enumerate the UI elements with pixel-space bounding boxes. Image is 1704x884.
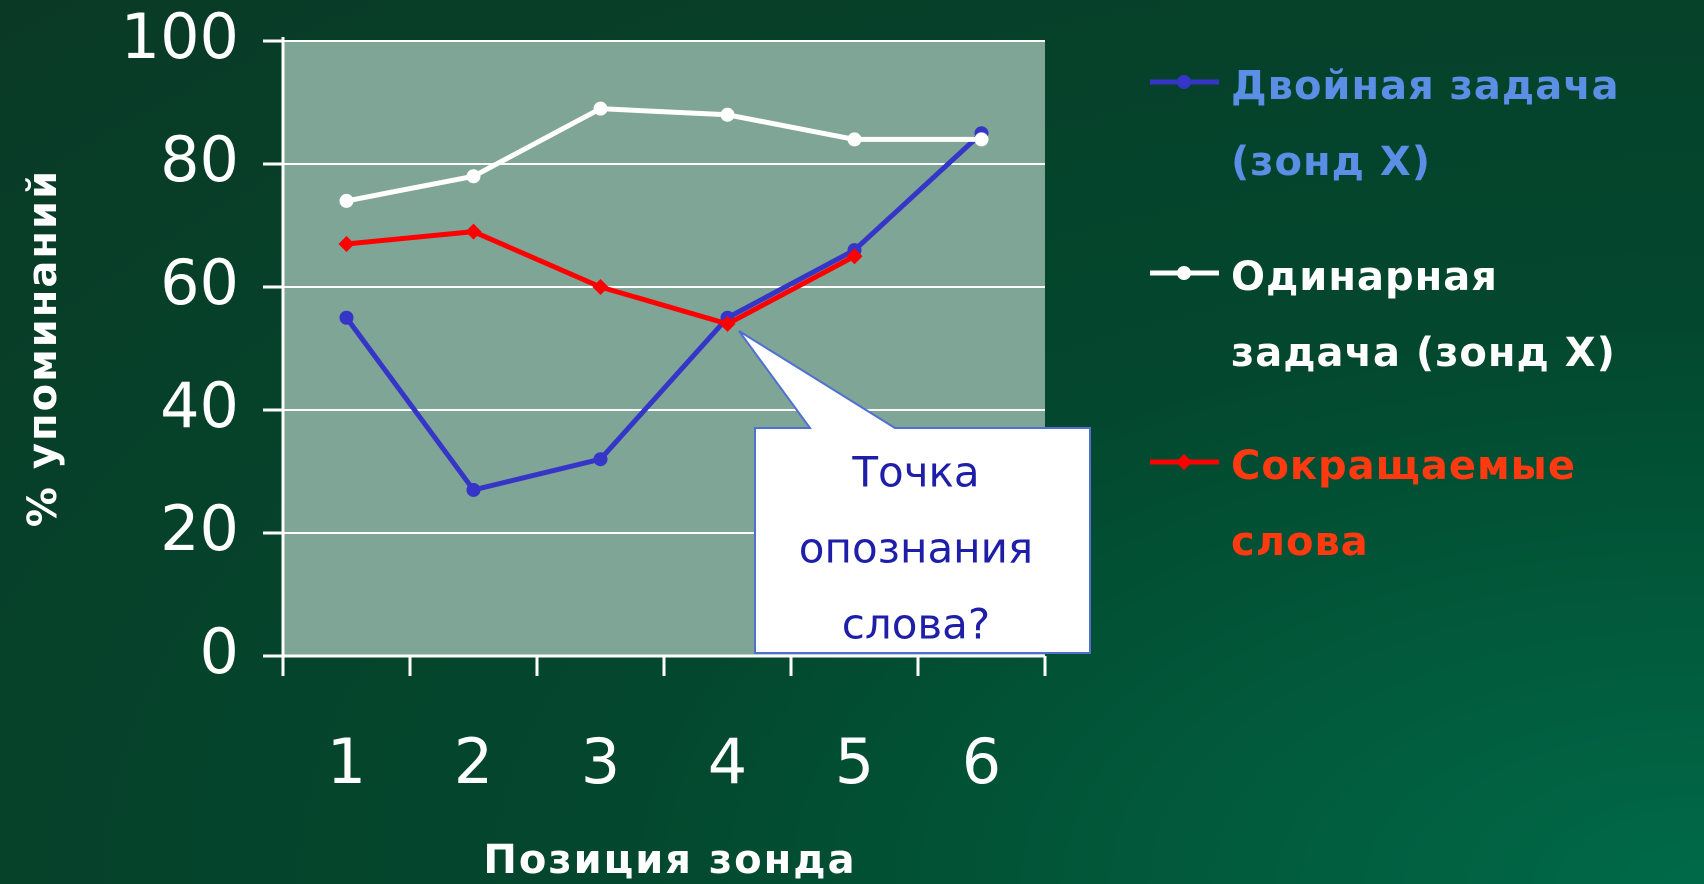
marker [593,101,608,116]
y-tick-label: 100 [121,0,239,73]
marker [465,223,482,240]
legend-label: Двойная задача (зонд X) [1231,63,1620,185]
annotation: слова? [842,600,990,649]
marker [593,452,608,467]
series [338,223,863,332]
x-tick-label: 2 [454,725,493,798]
marker [466,482,481,497]
marker [339,310,354,325]
x-axis-label: Позиция зонда [483,837,856,883]
callout [738,330,1091,654]
x-tick-label: 3 [581,725,620,798]
marker [720,107,735,122]
legend-label: Сокращаемые слова [1231,443,1576,565]
y-tick-label: 40 [160,369,239,442]
y-tick-label: 0 [200,615,239,688]
series [339,101,989,208]
x-tick-label: 5 [835,725,874,798]
x-tick-label: 6 [962,725,1001,798]
y-tick-label: 20 [160,492,239,565]
annotation: Точка [851,448,979,497]
y-axis-label: % упоминаний [20,169,66,527]
legend-label: Одинарная задача (зонд X) [1231,254,1616,376]
y-tick-label: 80 [160,123,239,196]
marker [466,169,481,184]
marker [592,279,609,295]
x-tick-label: 4 [708,725,747,798]
line [344,131,984,493]
marker [1177,266,1191,280]
x-tick-label: 1 [327,725,366,798]
line [346,106,982,204]
y-tick-label: 60 [160,246,239,319]
marker [1176,454,1192,470]
annotation: опознания [799,524,1033,573]
marker [1177,75,1191,89]
marker [339,193,354,208]
marker [846,248,863,265]
marker [719,315,736,332]
marker [338,235,355,252]
marker [974,132,989,147]
marker [847,132,862,147]
